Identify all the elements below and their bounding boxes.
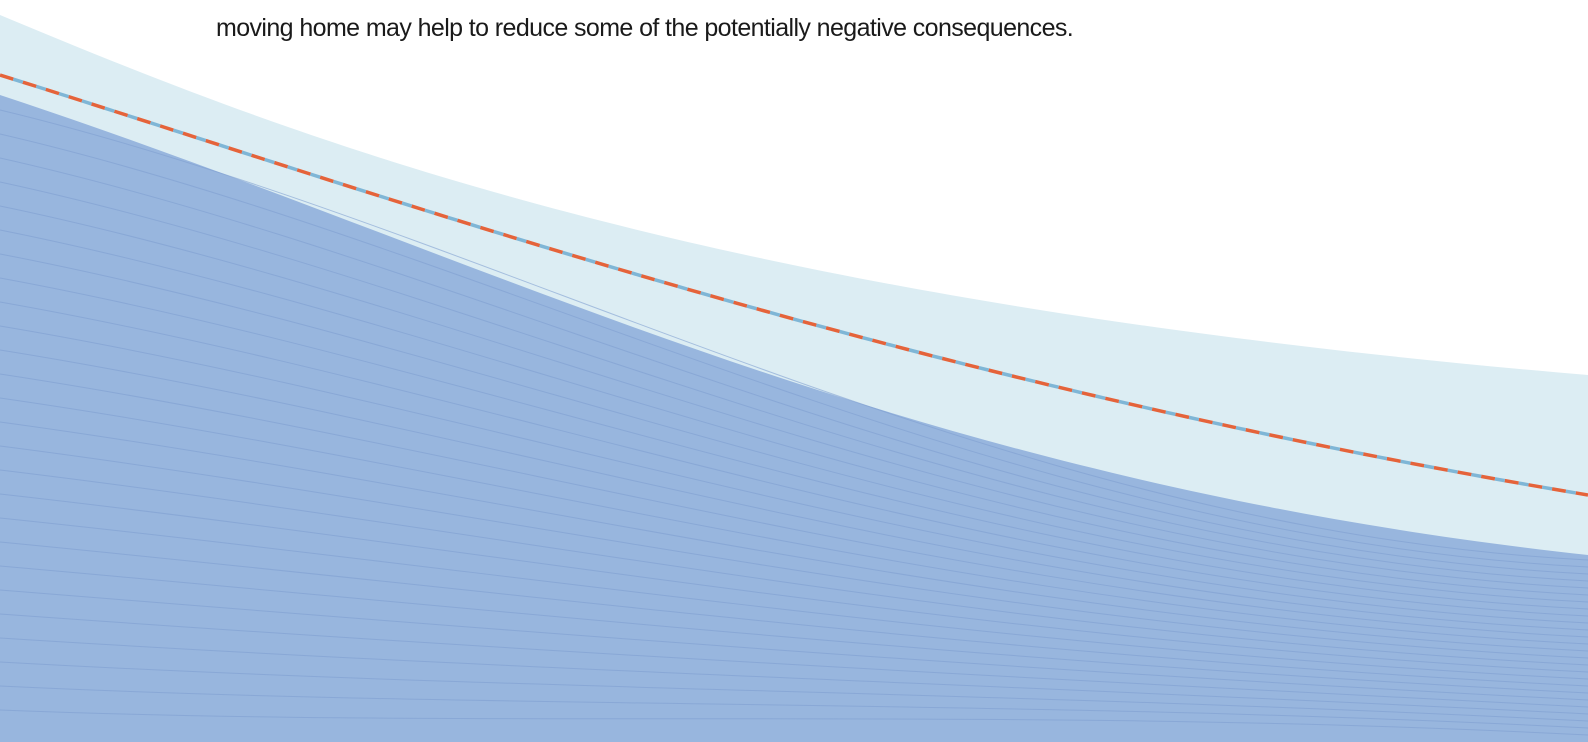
paragraph-line: moving home may help to reduce some of t… xyxy=(216,14,1074,42)
wave-lines xyxy=(0,109,1588,736)
wave-line xyxy=(0,109,1588,561)
wave-line xyxy=(0,349,1588,631)
wave-line xyxy=(0,445,1588,659)
wave-line xyxy=(0,373,1588,638)
wave-line xyxy=(0,205,1588,589)
dashed-curve-alt xyxy=(0,73,1588,497)
wave-line xyxy=(0,685,1588,729)
wave-line xyxy=(0,133,1588,568)
wave-line xyxy=(0,421,1588,652)
wave-line xyxy=(0,253,1588,603)
wave-line xyxy=(0,493,1588,673)
wave-line xyxy=(0,301,1588,617)
wave-line xyxy=(0,277,1588,610)
wave-line xyxy=(0,589,1588,701)
wave-line xyxy=(0,613,1588,708)
wave-line xyxy=(0,637,1588,715)
wave-line xyxy=(0,541,1588,687)
wave-line xyxy=(0,709,1588,736)
wave-line xyxy=(0,661,1588,722)
wave-line xyxy=(0,565,1588,694)
dashed-curve xyxy=(0,73,1588,497)
wave-line xyxy=(0,157,1588,575)
wave-line xyxy=(0,229,1588,596)
wave-line xyxy=(0,469,1588,666)
wave-line xyxy=(0,181,1588,582)
wave-line xyxy=(0,325,1588,624)
wave-line xyxy=(0,397,1588,645)
wave-line xyxy=(0,517,1588,680)
